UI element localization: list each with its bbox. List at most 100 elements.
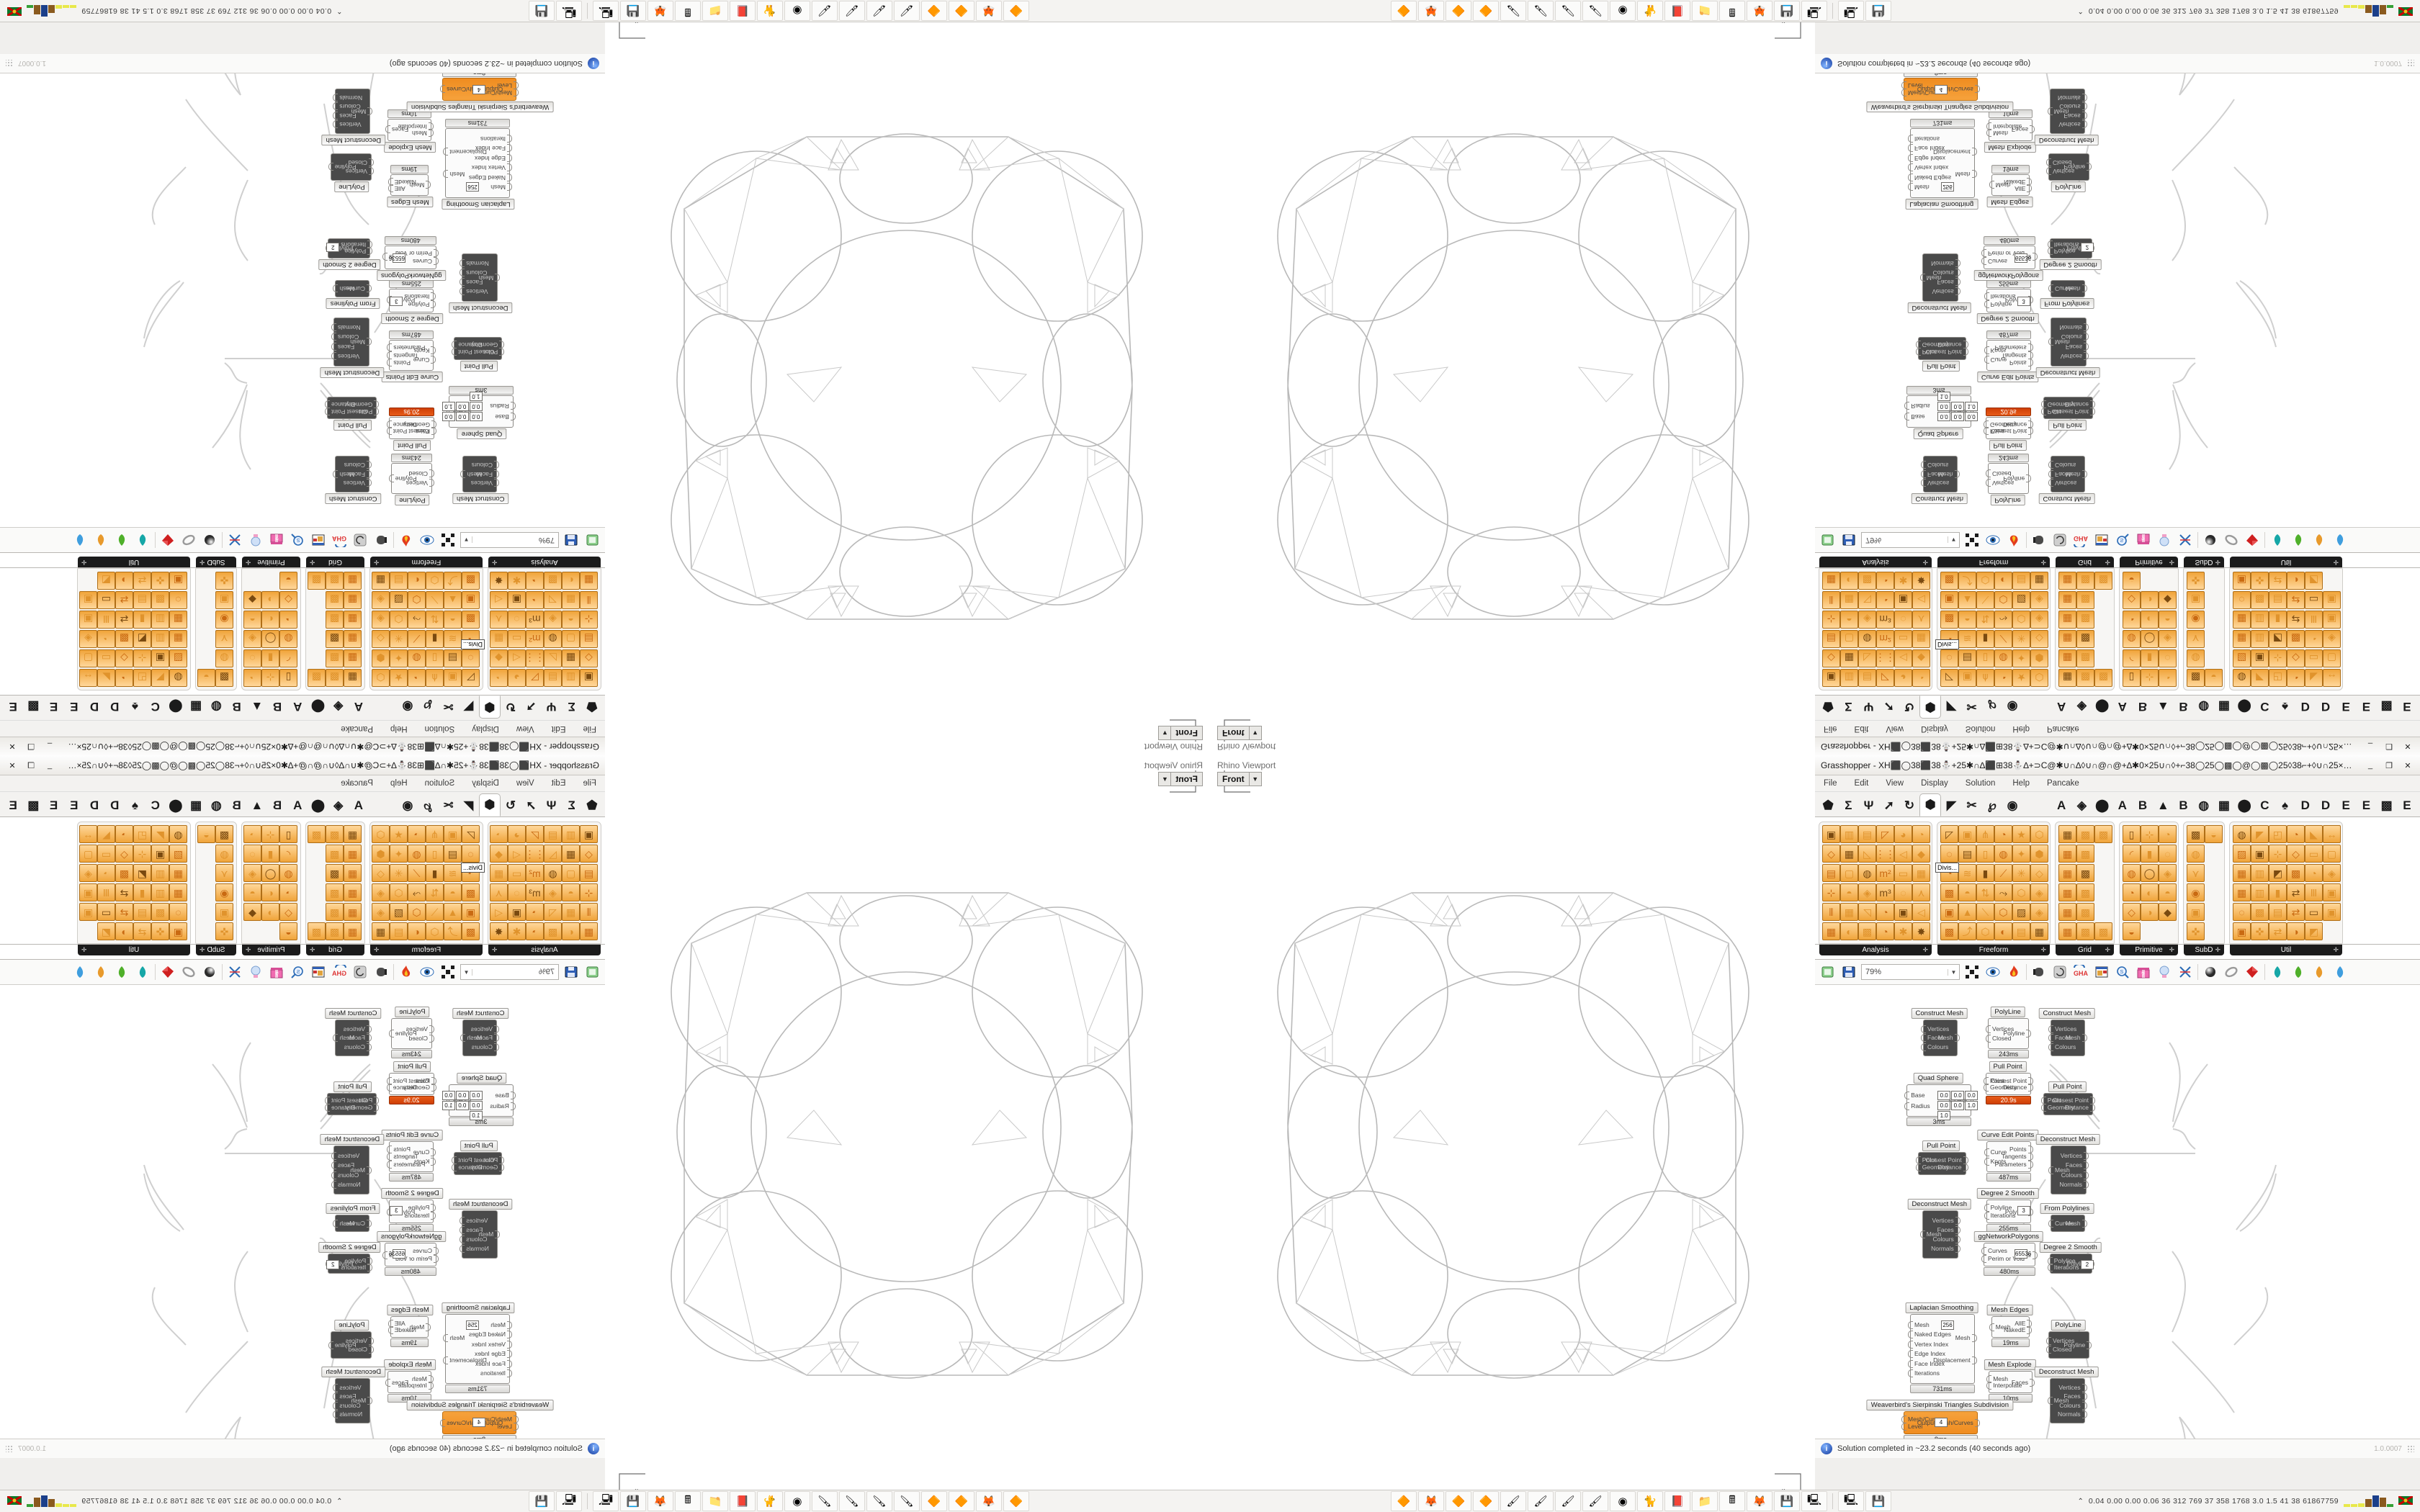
ribbon-item-0-33[interactable]: ◔	[1876, 922, 1894, 940]
ribbon-item-2-0[interactable]: ▦	[344, 825, 362, 843]
ribbon-item-1-13[interactable]: ≋	[1958, 630, 1976, 648]
system-tray[interactable]: ⌃ 0.04 0.00 0.00 0.06 36 312 769 37 358 …	[2077, 5, 2420, 17]
ribbon-item-5-31[interactable]: ✜	[151, 922, 169, 940]
sphere-dark-icon[interactable]	[201, 531, 218, 549]
node-output-closest-point[interactable]: Closest Point	[458, 1156, 495, 1164]
gh-node-weaverbirds-sierpinski[interactable]: Weaverbird's Sierpinski Triangles Subdiv…	[333, 73, 554, 114]
input-port-grip[interactable]	[495, 273, 501, 282]
node-title[interactable]: Degree 2 Smooth	[318, 1242, 381, 1253]
ribbon-item-1-35[interactable]: ▦	[372, 922, 390, 940]
ribbon-item-0-13[interactable]: ▢	[1840, 864, 1858, 882]
ribbon-item-0-6[interactable]: ◇	[1822, 845, 1840, 863]
taskbar-icon-floppy64-17[interactable]: 💾	[1865, 1491, 1891, 1511]
node-title[interactable]: Laplacian Smoothing	[1905, 1302, 1978, 1313]
ribbon-item-1-27[interactable]: ⬡	[1994, 591, 2012, 609]
ribbon-item-5-16[interactable]: ◔	[2305, 630, 2323, 648]
output-port-grip[interactable]	[331, 333, 336, 341]
gh-node-weaverbirds-sierpinski[interactable]: Weaverbird's Sierpinski Triangles Subdiv…	[1866, 73, 2087, 114]
viewport-projection-dropdown[interactable]: Front ▼	[1158, 726, 1203, 740]
ribbon-item-0-2[interactable]: ▤	[1858, 669, 1876, 687]
taskbar-icon-firefox-1[interactable]: 🦊	[1418, 1491, 1444, 1511]
layout-icon[interactable]	[2093, 531, 2110, 549]
ribbon-item-0-25[interactable]: ▦	[1840, 591, 1858, 609]
ribbon-item-5-27[interactable]: ⇄	[115, 903, 133, 921]
node-title[interactable]: Deconstruct Mesh	[321, 1366, 386, 1377]
gh-node-from-polylines-1[interactable]: From Polylines Curves Mesh	[2040, 1201, 2121, 1232]
component-tab-5[interactable]: ⬢	[478, 793, 501, 816]
node-body[interactable]: Vertices Faces Colours Mesh	[460, 1019, 499, 1056]
flame-icon[interactable]	[398, 531, 415, 549]
ribbon-item-3-3[interactable]: ◜	[2123, 845, 2141, 863]
ribbon-panel-expand-icon[interactable]: ✛	[310, 946, 315, 953]
node-output-sphere[interactable]: Sphere	[1947, 1097, 1966, 1104]
node-input-edge-index[interactable]: Edge Index	[1914, 154, 1946, 162]
taskbar-icons[interactable]: 🔶 🦊 🔶 🔶 🖌 🖌 🖌 🖌 ◉ 🐈 📕 📁 🖩 🦊 💾 🖳 🖳 💾	[1390, 1490, 1892, 1512]
ribbon-item-3-12[interactable]: ◇	[2123, 591, 2141, 609]
node-value-field[interactable]: 0.0	[1937, 412, 1951, 422]
ribbon-item-1-26[interactable]: ⟍	[1976, 903, 1994, 921]
menu-item-solution[interactable]: Solution	[1965, 779, 1996, 788]
input-port-grip[interactable]	[507, 1359, 512, 1368]
zoom-level-input[interactable]: 79% ▼	[1861, 532, 1960, 548]
node-value-field[interactable]: 256	[1941, 1320, 1954, 1330]
node-title[interactable]: Weaverbird's Sierpinski Triangles Subdiv…	[1866, 1400, 2013, 1410]
node-value-field[interactable]: 0.0	[1951, 1100, 1965, 1110]
input-port-grip[interactable]	[507, 1340, 512, 1349]
node-body[interactable]: Mesh AllE NakedE	[1989, 1316, 2033, 1338]
output-port-grip[interactable]	[1971, 147, 1977, 156]
ribbon-item-5-27[interactable]: ⇄	[2287, 903, 2305, 921]
input-port-grip[interactable]	[2048, 478, 2053, 487]
gh-node-weaverbirds-sierpinski[interactable]: Weaverbird's Sierpinski Triangles Subdiv…	[1866, 1398, 2087, 1439]
component-tab-r-13[interactable]: D	[2321, 798, 2331, 812]
output-port-grip[interactable]	[1955, 1244, 1960, 1253]
node-body[interactable]: Vertices Closed Polyline	[2046, 1331, 2092, 1359]
ribbon-item-5-8[interactable]: ⊹	[133, 845, 151, 863]
ribbon-item-4-6[interactable]: ◉	[2187, 611, 2205, 629]
node-output-closest-point[interactable]: Closest Point	[1991, 428, 2027, 436]
input-port-grip[interactable]	[1908, 1320, 1913, 1329]
node-body[interactable]: Point Geometry Closest Point Distance	[325, 397, 380, 420]
ribbon-item-3-13[interactable]: ◑	[2141, 591, 2159, 609]
ribbon-item-5-23[interactable]: ▣	[79, 611, 97, 629]
ribbon-item-5-20[interactable]: ▮	[133, 883, 151, 901]
taskbar-icon-firefox-13[interactable]: 🦊	[1747, 1491, 1773, 1511]
node-body[interactable]: Vertices Closed Polyline	[1986, 1018, 2032, 1049]
ribbon-item-0-20[interactable]: ◈	[1858, 883, 1876, 901]
ribbon-item-0-11[interactable]: ◆	[1912, 845, 1930, 863]
node-output-faces[interactable]: Faces	[2065, 343, 2082, 351]
node-output-colours[interactable]: Colours	[338, 333, 359, 341]
output-port-grip[interactable]	[382, 1251, 388, 1259]
node-output-mesh[interactable]: Mesh	[449, 171, 465, 179]
gift-icon[interactable]: ?	[2135, 963, 2152, 981]
ribbon-item-3-0[interactable]: ▯	[279, 825, 297, 843]
ribbon-item-2-6[interactable]: ▦	[344, 864, 362, 882]
input-port-grip[interactable]	[1921, 1034, 1926, 1043]
ribbon-item-5-25[interactable]: ▩	[2251, 903, 2269, 921]
node-body[interactable]: Point Geometry Closest Point Distance	[1984, 1073, 2034, 1095]
output-port-grip[interactable]	[331, 1171, 336, 1179]
ribbon-item-5-32[interactable]: ⇄	[133, 572, 151, 590]
ribbon-item-5-33[interactable]: ◑	[115, 572, 133, 590]
ribbon-item-1-25[interactable]: ▲	[1958, 591, 1976, 609]
ribbon-item-0-20[interactable]: ◈	[544, 611, 562, 629]
node-title[interactable]: Deconstruct Mesh	[2034, 1366, 2099, 1377]
node-input-mesh[interactable]: Mesh	[1926, 1230, 1942, 1238]
output-port-grip[interactable]	[2081, 120, 2087, 128]
output-port-grip[interactable]	[440, 1419, 446, 1427]
ribbon-item-0-9[interactable]: ⋮⋮	[525, 649, 545, 667]
ribbon-item-3-10[interactable]: ◐	[2141, 883, 2159, 901]
ribbon-item-1-13[interactable]: ≋	[444, 630, 462, 648]
ribbon-item-1-20[interactable]: ⇅	[1976, 883, 1994, 901]
node-output-polyline[interactable]: Polyline	[2063, 1341, 2086, 1349]
output-port-grip[interactable]	[2032, 253, 2038, 261]
ribbon-panel-analysis[interactable]: ▣ ▥ ▤ ◸ ◕ ◔ ◇ ▦ ◺ ⋮⋮ ◁ ◆ ▤ ▢ ◍ m² ▭ ▦ ⊹ ◓ ◈ m³ ◌ ⋏ ⦀ ▦ ◹ ◔ ▣ ◁ ▦ ◐ ▩ ◔ ✱ ✸ A…	[1819, 822, 1932, 955]
ribbon-item-1-20[interactable]: ⇅	[426, 611, 444, 629]
taskbar-icon-blender-0[interactable]: 🔶	[1003, 1, 1029, 21]
ribbon-item-5-9[interactable]: ◇	[115, 649, 133, 667]
ribbon-item-2-7[interactable]: ▩	[326, 864, 344, 882]
input-port-grip[interactable]	[1981, 249, 1986, 258]
node-input-colours[interactable]: Colours	[344, 1043, 365, 1050]
ribbon-item-5-35[interactable]	[81, 573, 97, 590]
node-body[interactable]: Curves Mesh	[2048, 1215, 2087, 1232]
ribbon-item-5-3[interactable]: ◔	[115, 825, 133, 843]
